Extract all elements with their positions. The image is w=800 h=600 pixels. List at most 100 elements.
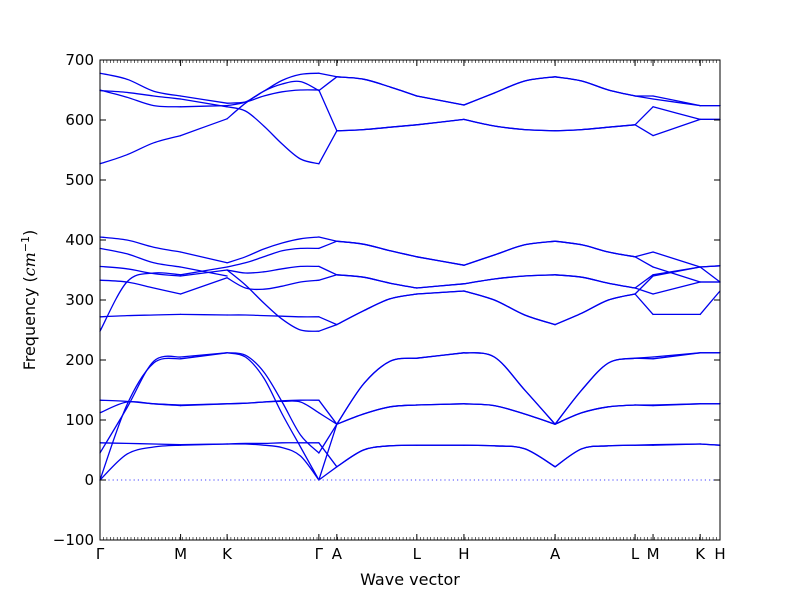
x-tick-label: H [458, 545, 469, 563]
band-seg7-b10 [554, 240, 636, 258]
band-seg1-b5 [179, 403, 228, 407]
band-seg6-b12 [463, 76, 556, 106]
band-seg8-b11 [634, 275, 654, 295]
band-seg6-b15 [463, 118, 556, 132]
band-seg0-b10 [99, 247, 182, 268]
x-axis-title: Wave vector [360, 570, 460, 589]
band-seg5-b11 [416, 290, 465, 295]
band-seg5-b15 [416, 118, 465, 126]
band-seg7-b4 [554, 404, 636, 425]
band-seg4-b9 [336, 274, 418, 289]
band-seg1-b9 [179, 269, 228, 277]
band-seg7-b3 [554, 444, 636, 468]
band-seg4-b15 [336, 124, 418, 132]
band-seg2-b0 [226, 443, 320, 481]
band-seg7-b9 [554, 274, 636, 289]
x-tick-label: M [174, 545, 187, 563]
band-seg4-b14 [336, 76, 418, 97]
band-seg3-b14 [318, 72, 338, 78]
y-tick-label: 600 [65, 111, 94, 129]
band-seg5-b9 [416, 283, 465, 289]
band-seg6-b14 [463, 76, 556, 106]
band-seg6-b8 [463, 274, 556, 285]
band-seg3-b11 [318, 323, 338, 332]
band-seg0-b4 [99, 400, 182, 414]
band-seg0-b3 [99, 442, 182, 446]
band-seg4-b5 [336, 357, 418, 425]
band-seg3-b3 [318, 442, 338, 468]
y-tick-label: 400 [65, 231, 94, 249]
band-seg2-b1 [226, 352, 320, 481]
band-seg3-b7 [318, 316, 338, 326]
band-seg4-b0 [336, 444, 418, 468]
band-seg8-b5 [634, 356, 654, 359]
band-seg3-b12 [318, 76, 338, 92]
band-seg8-b3 [634, 443, 654, 446]
y-ticks-layer: −100 0 100 200 300 400 500 600 700 [53, 51, 720, 549]
band-seg1-b3 [179, 443, 228, 446]
band-seg3-b15 [318, 89, 338, 132]
band-seg3-b8 [318, 274, 338, 281]
x-tick-label: K [222, 545, 233, 563]
band-seg0-b11 [99, 236, 182, 253]
band-seg4-b10 [336, 240, 418, 258]
band-seg10-b3 [699, 443, 721, 446]
x-tick-label: A [550, 545, 561, 563]
y-tick-label: 300 [65, 291, 94, 309]
band-seg4-b1 [336, 357, 418, 425]
band-seg3-b10 [318, 236, 338, 242]
band-seg9-b3 [652, 443, 701, 446]
band-seg9-b11 [652, 266, 701, 277]
band-seg1-b8 [179, 277, 228, 295]
band-seg10-b11 [699, 266, 721, 283]
band-seg4-b3 [336, 444, 418, 468]
band-seg3-b5 [318, 399, 338, 425]
band-seg3-b2 [318, 423, 338, 454]
y-tick-label: −100 [53, 531, 94, 549]
plot-frame-layer [99, 59, 721, 541]
band-seg4-b12 [336, 76, 418, 97]
bands-layer [99, 72, 721, 481]
band-seg6-b0 [463, 444, 556, 468]
band-seg2-b3 [226, 442, 320, 445]
band-seg5-b10 [416, 256, 465, 266]
band-seg8-b4 [634, 404, 654, 407]
band-seg1-b10 [179, 266, 228, 277]
x-tick-label: M [647, 545, 660, 563]
band-seg3-b13 [318, 130, 338, 165]
band-seg0-b5 [99, 399, 182, 407]
x-tick-label: H [714, 545, 725, 563]
x-tick-label: Γ [315, 545, 324, 563]
band-seg2-b7 [226, 314, 320, 318]
x-tick-label: A [332, 545, 343, 563]
y-tick-label: 200 [65, 351, 94, 369]
band-seg8-b14 [634, 95, 654, 100]
band-seg7-b14 [554, 76, 636, 97]
x-tick-label: K [695, 545, 706, 563]
band-seg1-b7 [179, 313, 228, 316]
y-axis-title-prefix: Frequency ( [20, 276, 39, 370]
band-seg1-b2 [179, 352, 228, 358]
band-seg1-b13 [179, 98, 228, 108]
y-axis-title-exponent: −1 [19, 236, 32, 252]
band-seg5-b4 [416, 403, 465, 406]
band-seg1-b14 [179, 104, 228, 108]
band-seg7-b5 [554, 357, 636, 425]
band-seg2-b6 [226, 247, 320, 268]
band-seg5-b14 [416, 95, 465, 106]
band-seg2-b2 [226, 352, 320, 454]
band-seg0-b6 [99, 272, 182, 332]
band-seg8-b6 [634, 251, 654, 258]
band-seg4-b4 [336, 404, 418, 425]
band-seg1-b11 [179, 251, 228, 264]
y-axis-title-unit: cm [20, 252, 39, 276]
band-seg6-b4 [463, 403, 556, 425]
band-seg10-b9 [699, 265, 721, 268]
band-seg9-b2 [652, 352, 701, 358]
band-seg2-b15 [226, 89, 320, 104]
band-seg0-b12 [99, 134, 182, 165]
x-tick-label: L [631, 545, 640, 563]
band-seg9-b10 [652, 266, 701, 283]
band-seg8-b13 [634, 124, 654, 137]
